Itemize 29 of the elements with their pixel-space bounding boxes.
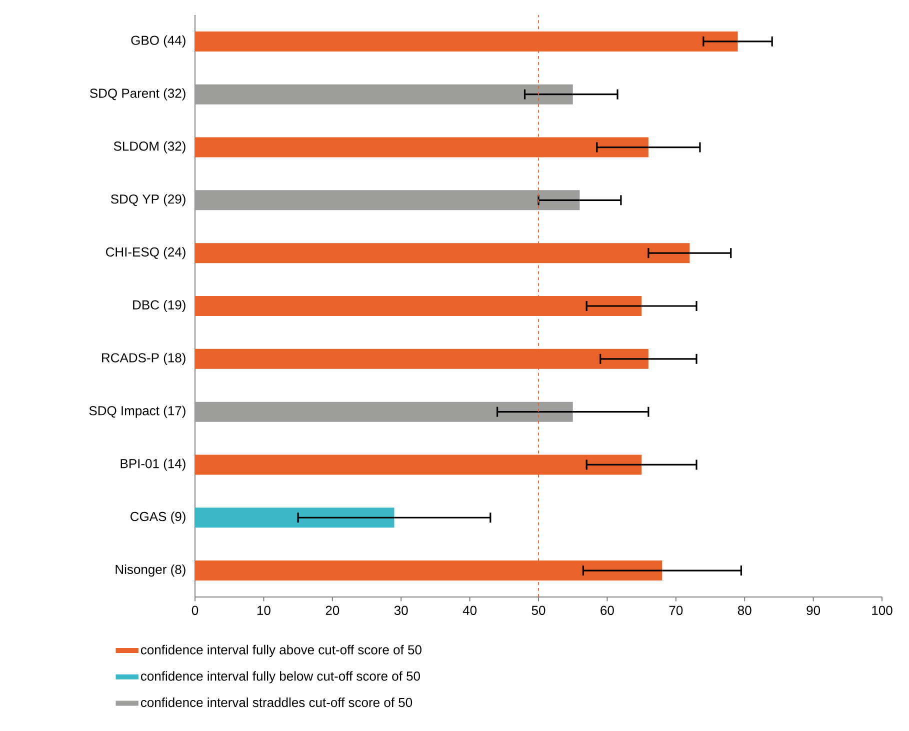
y-tick-label: SDQ YP (29) (110, 194, 186, 206)
y-tick-label: CHI-ESQ (24) (106, 247, 186, 260)
legend-label: confidence interval fully below cut-off score of 50 (140, 671, 420, 684)
y-tick-label: Nisonger (8) (116, 564, 186, 577)
x-tick-label: 60 (600, 606, 614, 615)
x-tick-label: 10 (257, 606, 270, 615)
bar (195, 402, 573, 422)
bar (195, 84, 573, 104)
y-tick-label: SDQ Parent (32) (90, 88, 186, 100)
x-tick-label: 90 (806, 606, 820, 615)
x-tick-label: 80 (738, 606, 752, 615)
y-tick-label: RCADS-P (18) (102, 352, 186, 365)
bar (195, 190, 580, 210)
x-tick-label: 50 (532, 606, 546, 615)
x-tick-label: 20 (326, 606, 340, 615)
bar (195, 508, 394, 528)
y-tick-label: CGAS (9) (130, 512, 186, 524)
x-tick-label: 30 (394, 606, 408, 615)
x-tick-label: 70 (669, 606, 683, 615)
y-tick-label: SLDOM (32) (114, 141, 186, 154)
legend-label: confidence interval fully above cut-off score of 50 (140, 644, 422, 657)
x-tick-label: 100 (872, 606, 892, 615)
y-tick-label: BPI-01 (14) (120, 458, 186, 471)
y-tick-label: SDQ Impact (17) (89, 406, 186, 418)
x-tick-label: 0 (192, 606, 198, 615)
legend-label: confidence interval straddles cut-off score of 50 (140, 698, 412, 708)
y-tick-label: GBO (44) (131, 35, 186, 48)
y-tick-label: DBC (19) (133, 300, 186, 312)
x-tick-label: 40 (462, 606, 477, 615)
